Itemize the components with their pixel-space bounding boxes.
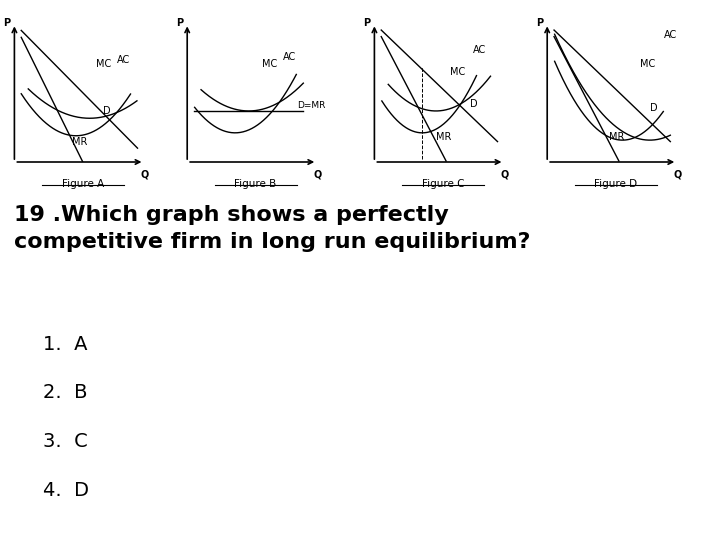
- Text: MR: MR: [609, 132, 624, 142]
- Text: D: D: [649, 103, 657, 113]
- Text: Q: Q: [313, 170, 321, 179]
- Text: P: P: [536, 18, 543, 29]
- Text: MC: MC: [262, 59, 278, 69]
- Text: Figure B: Figure B: [235, 179, 276, 190]
- Text: Figure A: Figure A: [62, 179, 104, 190]
- Text: Figure D: Figure D: [594, 179, 637, 190]
- Text: MR: MR: [72, 137, 87, 146]
- Text: MR: MR: [436, 132, 451, 142]
- Text: P: P: [3, 18, 10, 29]
- Text: Q: Q: [673, 170, 681, 179]
- Text: Figure C: Figure C: [421, 179, 464, 190]
- Text: MC: MC: [449, 66, 465, 77]
- Text: 2.  B: 2. B: [43, 383, 88, 402]
- Text: MC: MC: [96, 59, 112, 69]
- Text: Q: Q: [500, 170, 508, 179]
- Text: 19 .Which graph shows a perfectly
competitive firm in long run equilibrium?: 19 .Which graph shows a perfectly compet…: [14, 205, 531, 252]
- Text: AC: AC: [473, 45, 486, 55]
- Text: AC: AC: [283, 52, 296, 62]
- Text: Q: Q: [140, 170, 148, 179]
- Text: P: P: [176, 18, 183, 29]
- Text: D: D: [470, 99, 478, 109]
- Text: 3.  C: 3. C: [43, 432, 88, 451]
- Text: 4.  D: 4. D: [43, 481, 89, 500]
- Text: 1.  A: 1. A: [43, 335, 88, 354]
- Text: AC: AC: [664, 30, 677, 40]
- Text: P: P: [363, 18, 370, 29]
- Text: D=MR: D=MR: [297, 101, 325, 110]
- Text: MC: MC: [640, 59, 655, 69]
- Text: AC: AC: [117, 55, 130, 65]
- Text: D: D: [104, 106, 111, 116]
